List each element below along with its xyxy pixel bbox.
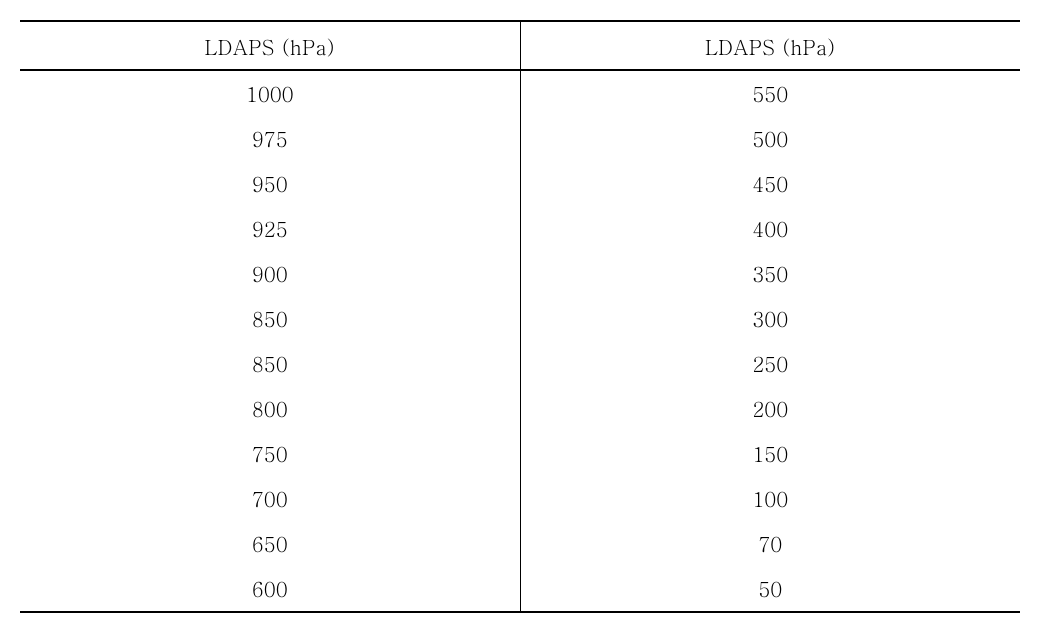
- table-row: 1000 550: [20, 70, 1020, 116]
- table-row: 650 70: [20, 521, 1020, 566]
- cell-left: 950: [20, 161, 520, 206]
- ldaps-table: LDAPS (hPa) LDAPS (hPa) 1000 550 975 500…: [20, 20, 1020, 613]
- cell-right: 550: [520, 70, 1020, 116]
- table-row: 850 250: [20, 341, 1020, 386]
- table-row: 750 150: [20, 431, 1020, 476]
- cell-right: 400: [520, 206, 1020, 251]
- ldaps-table-wrapper: LDAPS (hPa) LDAPS (hPa) 1000 550 975 500…: [20, 20, 1020, 613]
- column-header-right: LDAPS (hPa): [520, 21, 1020, 70]
- table-row: 900 350: [20, 251, 1020, 296]
- table-row: 850 300: [20, 296, 1020, 341]
- column-header-left: LDAPS (hPa): [20, 21, 520, 70]
- cell-left: 850: [20, 341, 520, 386]
- cell-left: 750: [20, 431, 520, 476]
- cell-right: 70: [520, 521, 1020, 566]
- table-body: 1000 550 975 500 950 450 925 400 900 350…: [20, 70, 1020, 612]
- cell-left: 650: [20, 521, 520, 566]
- cell-right: 50: [520, 566, 1020, 612]
- table-header: LDAPS (hPa) LDAPS (hPa): [20, 21, 1020, 70]
- cell-left: 1000: [20, 70, 520, 116]
- cell-right: 150: [520, 431, 1020, 476]
- cell-right: 200: [520, 386, 1020, 431]
- table-row: 925 400: [20, 206, 1020, 251]
- table-header-row: LDAPS (hPa) LDAPS (hPa): [20, 21, 1020, 70]
- cell-left: 800: [20, 386, 520, 431]
- cell-right: 100: [520, 476, 1020, 521]
- cell-right: 250: [520, 341, 1020, 386]
- cell-left: 975: [20, 116, 520, 161]
- cell-left: 925: [20, 206, 520, 251]
- cell-left: 900: [20, 251, 520, 296]
- table-row: 600 50: [20, 566, 1020, 612]
- table-row: 950 450: [20, 161, 1020, 206]
- cell-left: 850: [20, 296, 520, 341]
- cell-right: 300: [520, 296, 1020, 341]
- cell-right: 500: [520, 116, 1020, 161]
- table-row: 800 200: [20, 386, 1020, 431]
- cell-right: 450: [520, 161, 1020, 206]
- cell-left: 600: [20, 566, 520, 612]
- cell-left: 700: [20, 476, 520, 521]
- cell-right: 350: [520, 251, 1020, 296]
- table-row: 975 500: [20, 116, 1020, 161]
- table-row: 700 100: [20, 476, 1020, 521]
